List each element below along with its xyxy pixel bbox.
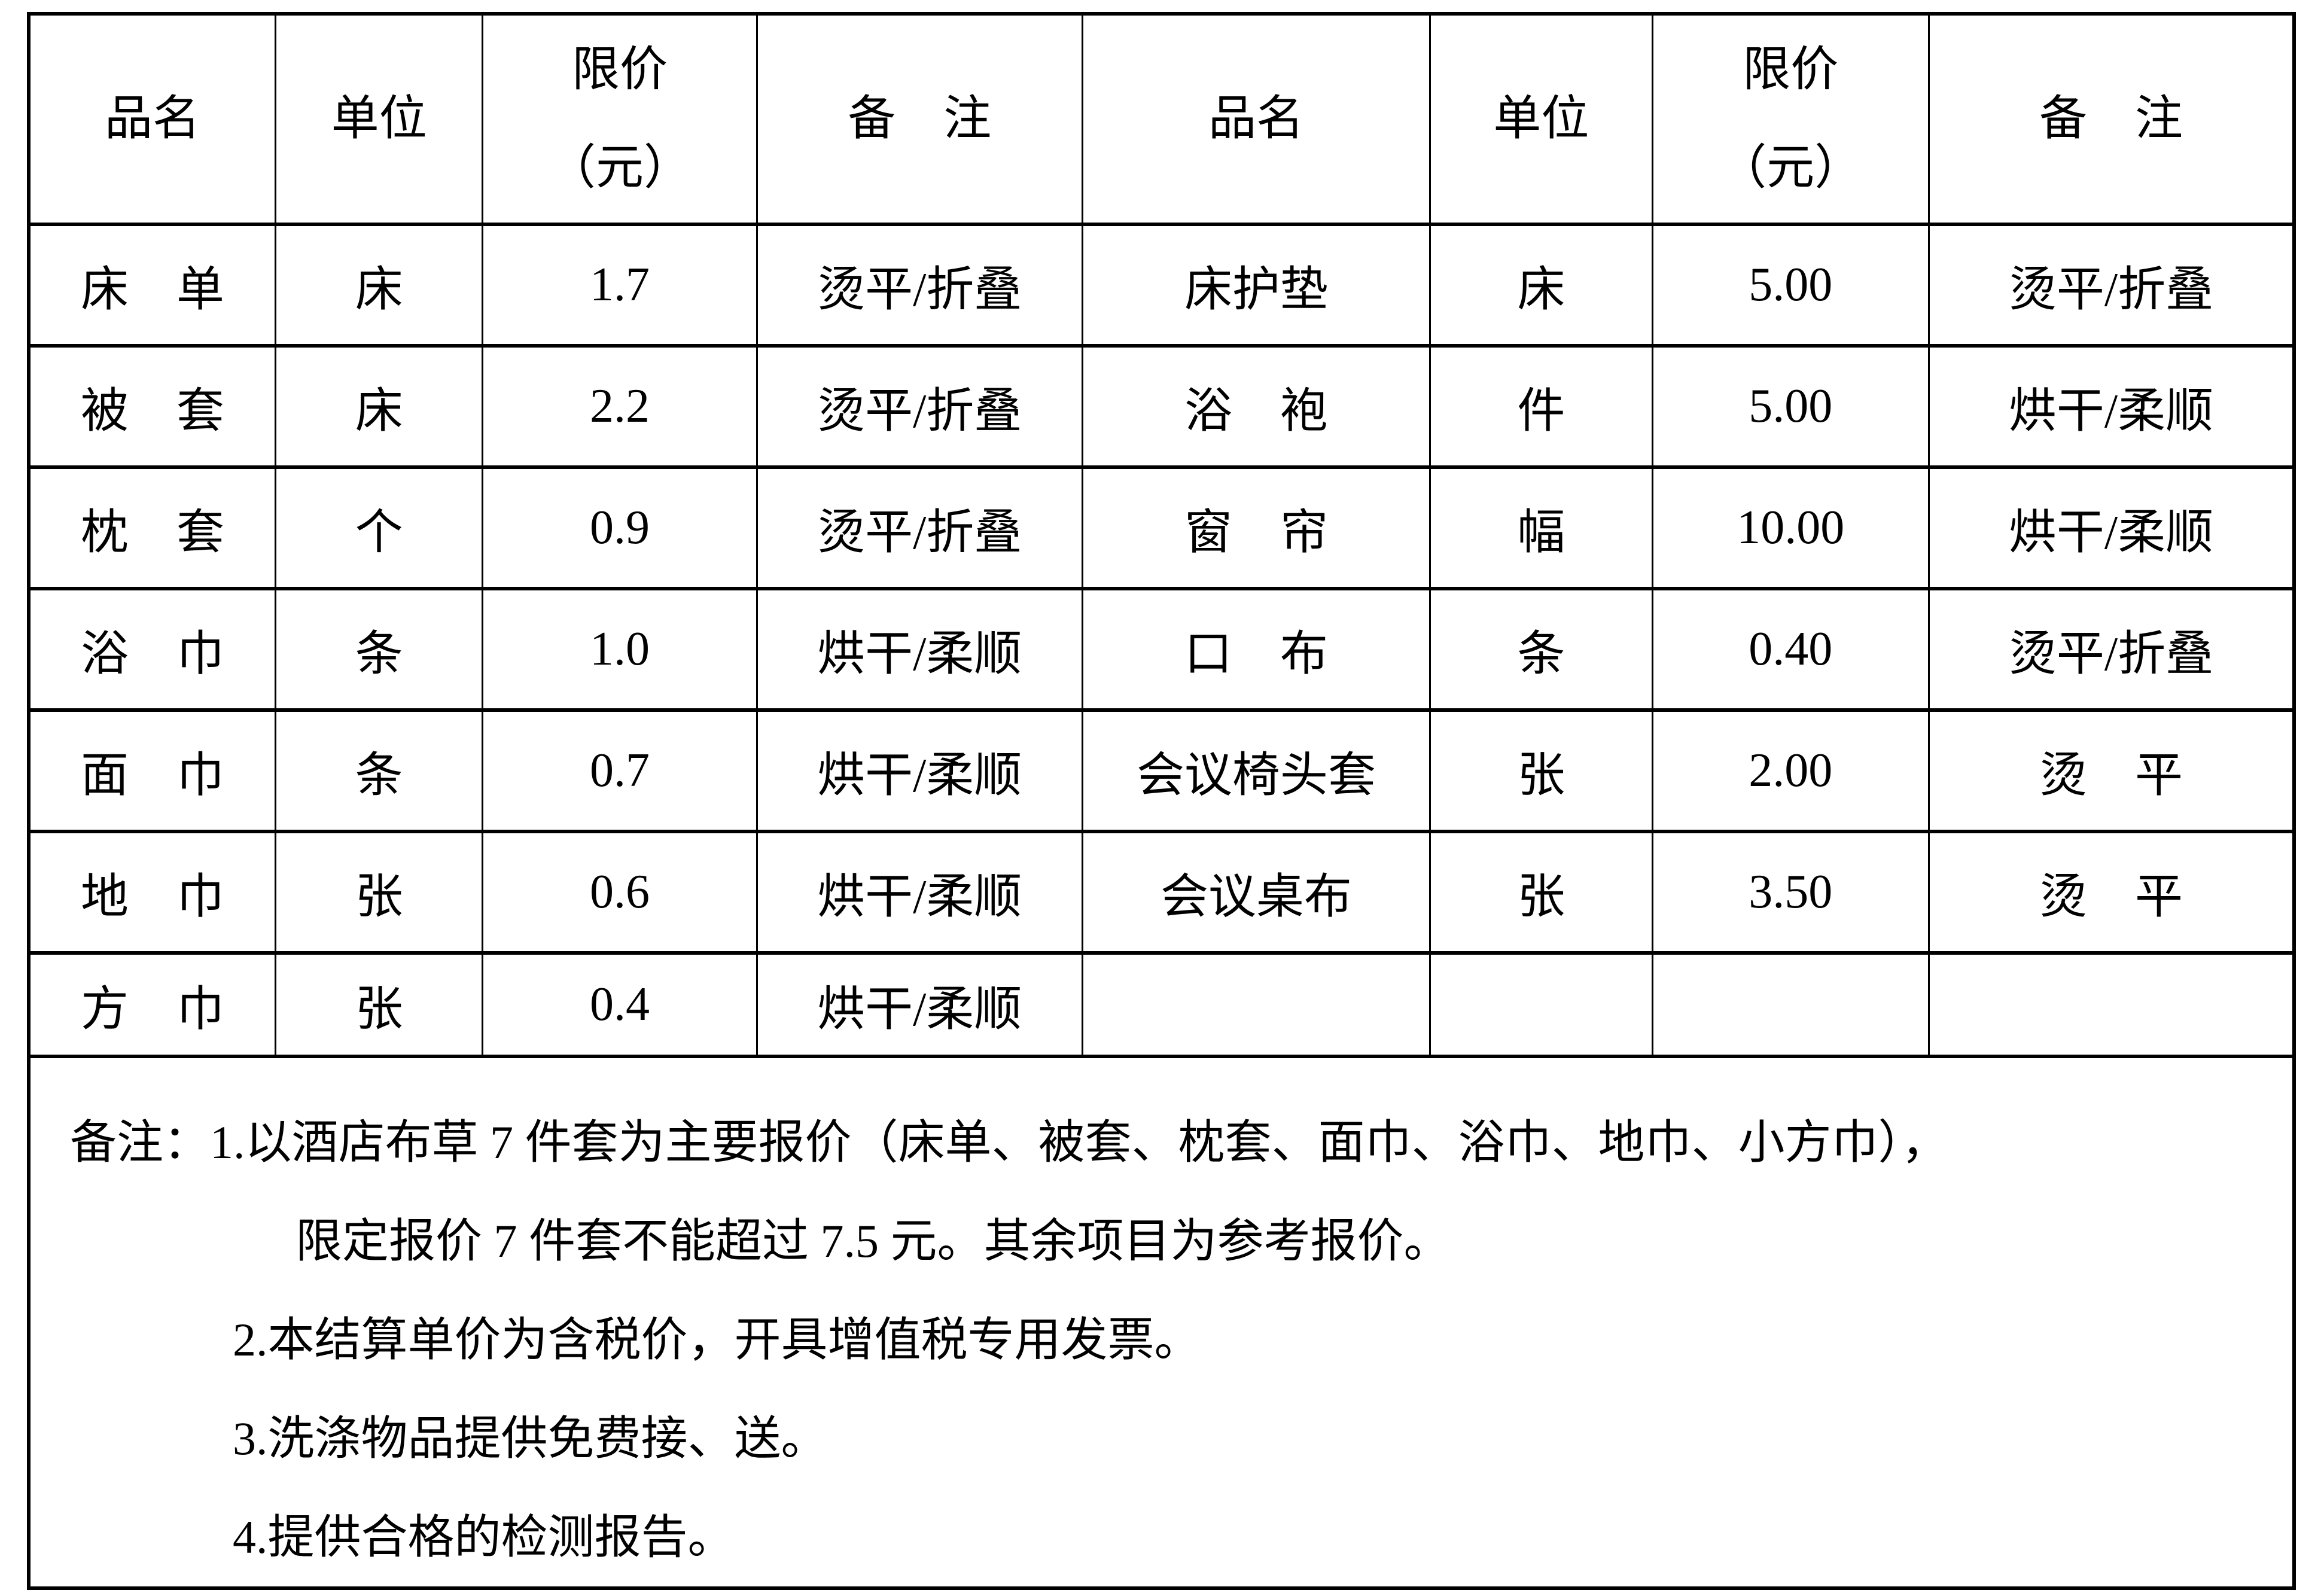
unit-cell: 床 [274,344,484,469]
item-name-cell: 床护垫 [1081,223,1431,348]
price-cell: 5.00 [1651,344,1930,469]
unit-cell: 张 [274,830,484,955]
remark-cell: 烫平/折叠 [1927,587,2295,712]
remark-cell [1927,951,2295,1058]
header-item-name-left: 品名 [28,12,276,226]
header-price-limit-right: 限价 （元） [1651,12,1930,226]
remark-cell: 烫 平 [1927,708,2295,833]
remark-cell: 烘干/柔顺 [756,587,1083,712]
table-row: 方 巾 张 0.4 烘干/柔顺 [28,951,2295,1058]
price-cell: 0.40 [1651,587,1930,712]
item-name-cell: 面 巾 [28,708,276,833]
price-cell [1651,951,1930,1058]
unit-cell: 条 [274,708,484,833]
price-cell: 1.0 [482,587,758,712]
item-name-cell: 会议桌布 [1081,830,1431,955]
header-remark-right: 备 注 [1927,12,2295,226]
table-row: 床 单 床 1.7 烫平/折叠 床护垫 床 5.00 烫平/折叠 [28,223,2295,348]
header-row: 品名 单位 限价 （元） 备 注 品名 单位 限价 （元） 备 注 [28,12,2295,226]
header-remark-left: 备 注 [756,12,1083,226]
price-cell: 3.50 [1651,830,1930,955]
item-name-cell: 浴 巾 [28,587,276,712]
price-cell: 2.2 [482,344,758,469]
item-name-cell: 会议椅头套 [1081,708,1431,833]
price-cell: 1.7 [482,223,758,348]
item-name-cell: 枕 套 [28,465,276,590]
remark-cell: 烫平/折叠 [756,465,1083,590]
unit-cell: 件 [1429,344,1653,469]
notes-cell: 备注：1.以酒店布草 7 件套为主要报价（床单、被套、枕套、面巾、浴巾、地巾、小… [28,1055,2295,1590]
remark-cell: 烘干/柔顺 [756,830,1083,955]
item-name-cell: 床 单 [28,223,276,348]
unit-cell: 张 [274,951,484,1058]
item-name-cell: 方 巾 [28,951,276,1058]
price-cell: 0.4 [482,951,758,1058]
remark-cell: 烘干/柔顺 [756,951,1083,1058]
unit-cell: 张 [1429,830,1653,955]
header-unit-left: 单位 [274,12,484,226]
price-table: 品名 单位 限价 （元） 备 注 品名 单位 限价 （元） 备 注 床 单 床 … [27,12,2296,1590]
unit-cell: 幅 [1429,465,1653,590]
remark-cell: 烫 平 [1927,830,2295,955]
table-row: 地 巾 张 0.6 烘干/柔顺 会议桌布 张 3.50 烫 平 [28,830,2295,955]
unit-cell: 个 [274,465,484,590]
remark-cell: 烘干/柔顺 [1927,344,2295,469]
header-price-limit-left: 限价 （元） [482,12,758,226]
unit-cell: 床 [1429,223,1653,348]
note-line: 4.提供合格的检测报告。 [233,1511,735,1563]
price-cell: 5.00 [1651,223,1930,348]
unit-cell: 条 [1429,587,1653,712]
note-line: 备注：1.以酒店布草 7 件套为主要报价（床单、被套、枕套、面巾、浴巾、地巾、小… [70,1116,1948,1168]
price-cell: 0.6 [482,830,758,955]
remark-cell: 烫平/折叠 [756,344,1083,469]
unit-cell: 床 [274,223,484,348]
unit-cell: 条 [274,587,484,712]
price-cell: 0.7 [482,708,758,833]
table-row: 枕 套 个 0.9 烫平/折叠 窗 帘 幅 10.00 烘干/柔顺 [28,465,2295,590]
item-name-cell: 地 巾 [28,830,276,955]
item-name-cell: 窗 帘 [1081,465,1431,590]
unit-cell [1429,951,1653,1058]
remark-cell: 烘干/柔顺 [1927,465,2295,590]
notes-row: 备注：1.以酒店布草 7 件套为主要报价（床单、被套、枕套、面巾、浴巾、地巾、小… [28,1055,2295,1590]
unit-cell: 张 [1429,708,1653,833]
header-unit-right: 单位 [1429,12,1653,226]
note-line: 3.洗涤物品提供免费接、送。 [233,1412,828,1464]
table-row: 浴 巾 条 1.0 烘干/柔顺 口 布 条 0.40 烫平/折叠 [28,587,2295,712]
note-line: 2.本结算单价为含税价，开具增值税专用发票。 [233,1314,1201,1366]
table-row: 面 巾 条 0.7 烘干/柔顺 会议椅头套 张 2.00 烫 平 [28,708,2295,833]
remark-cell: 烫平/折叠 [756,223,1083,348]
price-cell: 0.9 [482,465,758,590]
price-cell: 2.00 [1651,708,1930,833]
note-line: 限定报价 7 件套不能超过 7.5 元。其余项目为参考报价。 [296,1215,1451,1267]
header-item-name-right: 品名 [1081,12,1431,226]
item-name-cell: 浴 袍 [1081,344,1431,469]
price-cell: 10.00 [1651,465,1930,590]
remark-cell: 烫平/折叠 [1927,223,2295,348]
remark-cell: 烘干/柔顺 [756,708,1083,833]
item-name-cell: 口 布 [1081,587,1431,712]
item-name-cell: 被 套 [28,344,276,469]
item-name-cell [1081,951,1431,1058]
table-row: 被 套 床 2.2 烫平/折叠 浴 袍 件 5.00 烘干/柔顺 [28,344,2295,469]
